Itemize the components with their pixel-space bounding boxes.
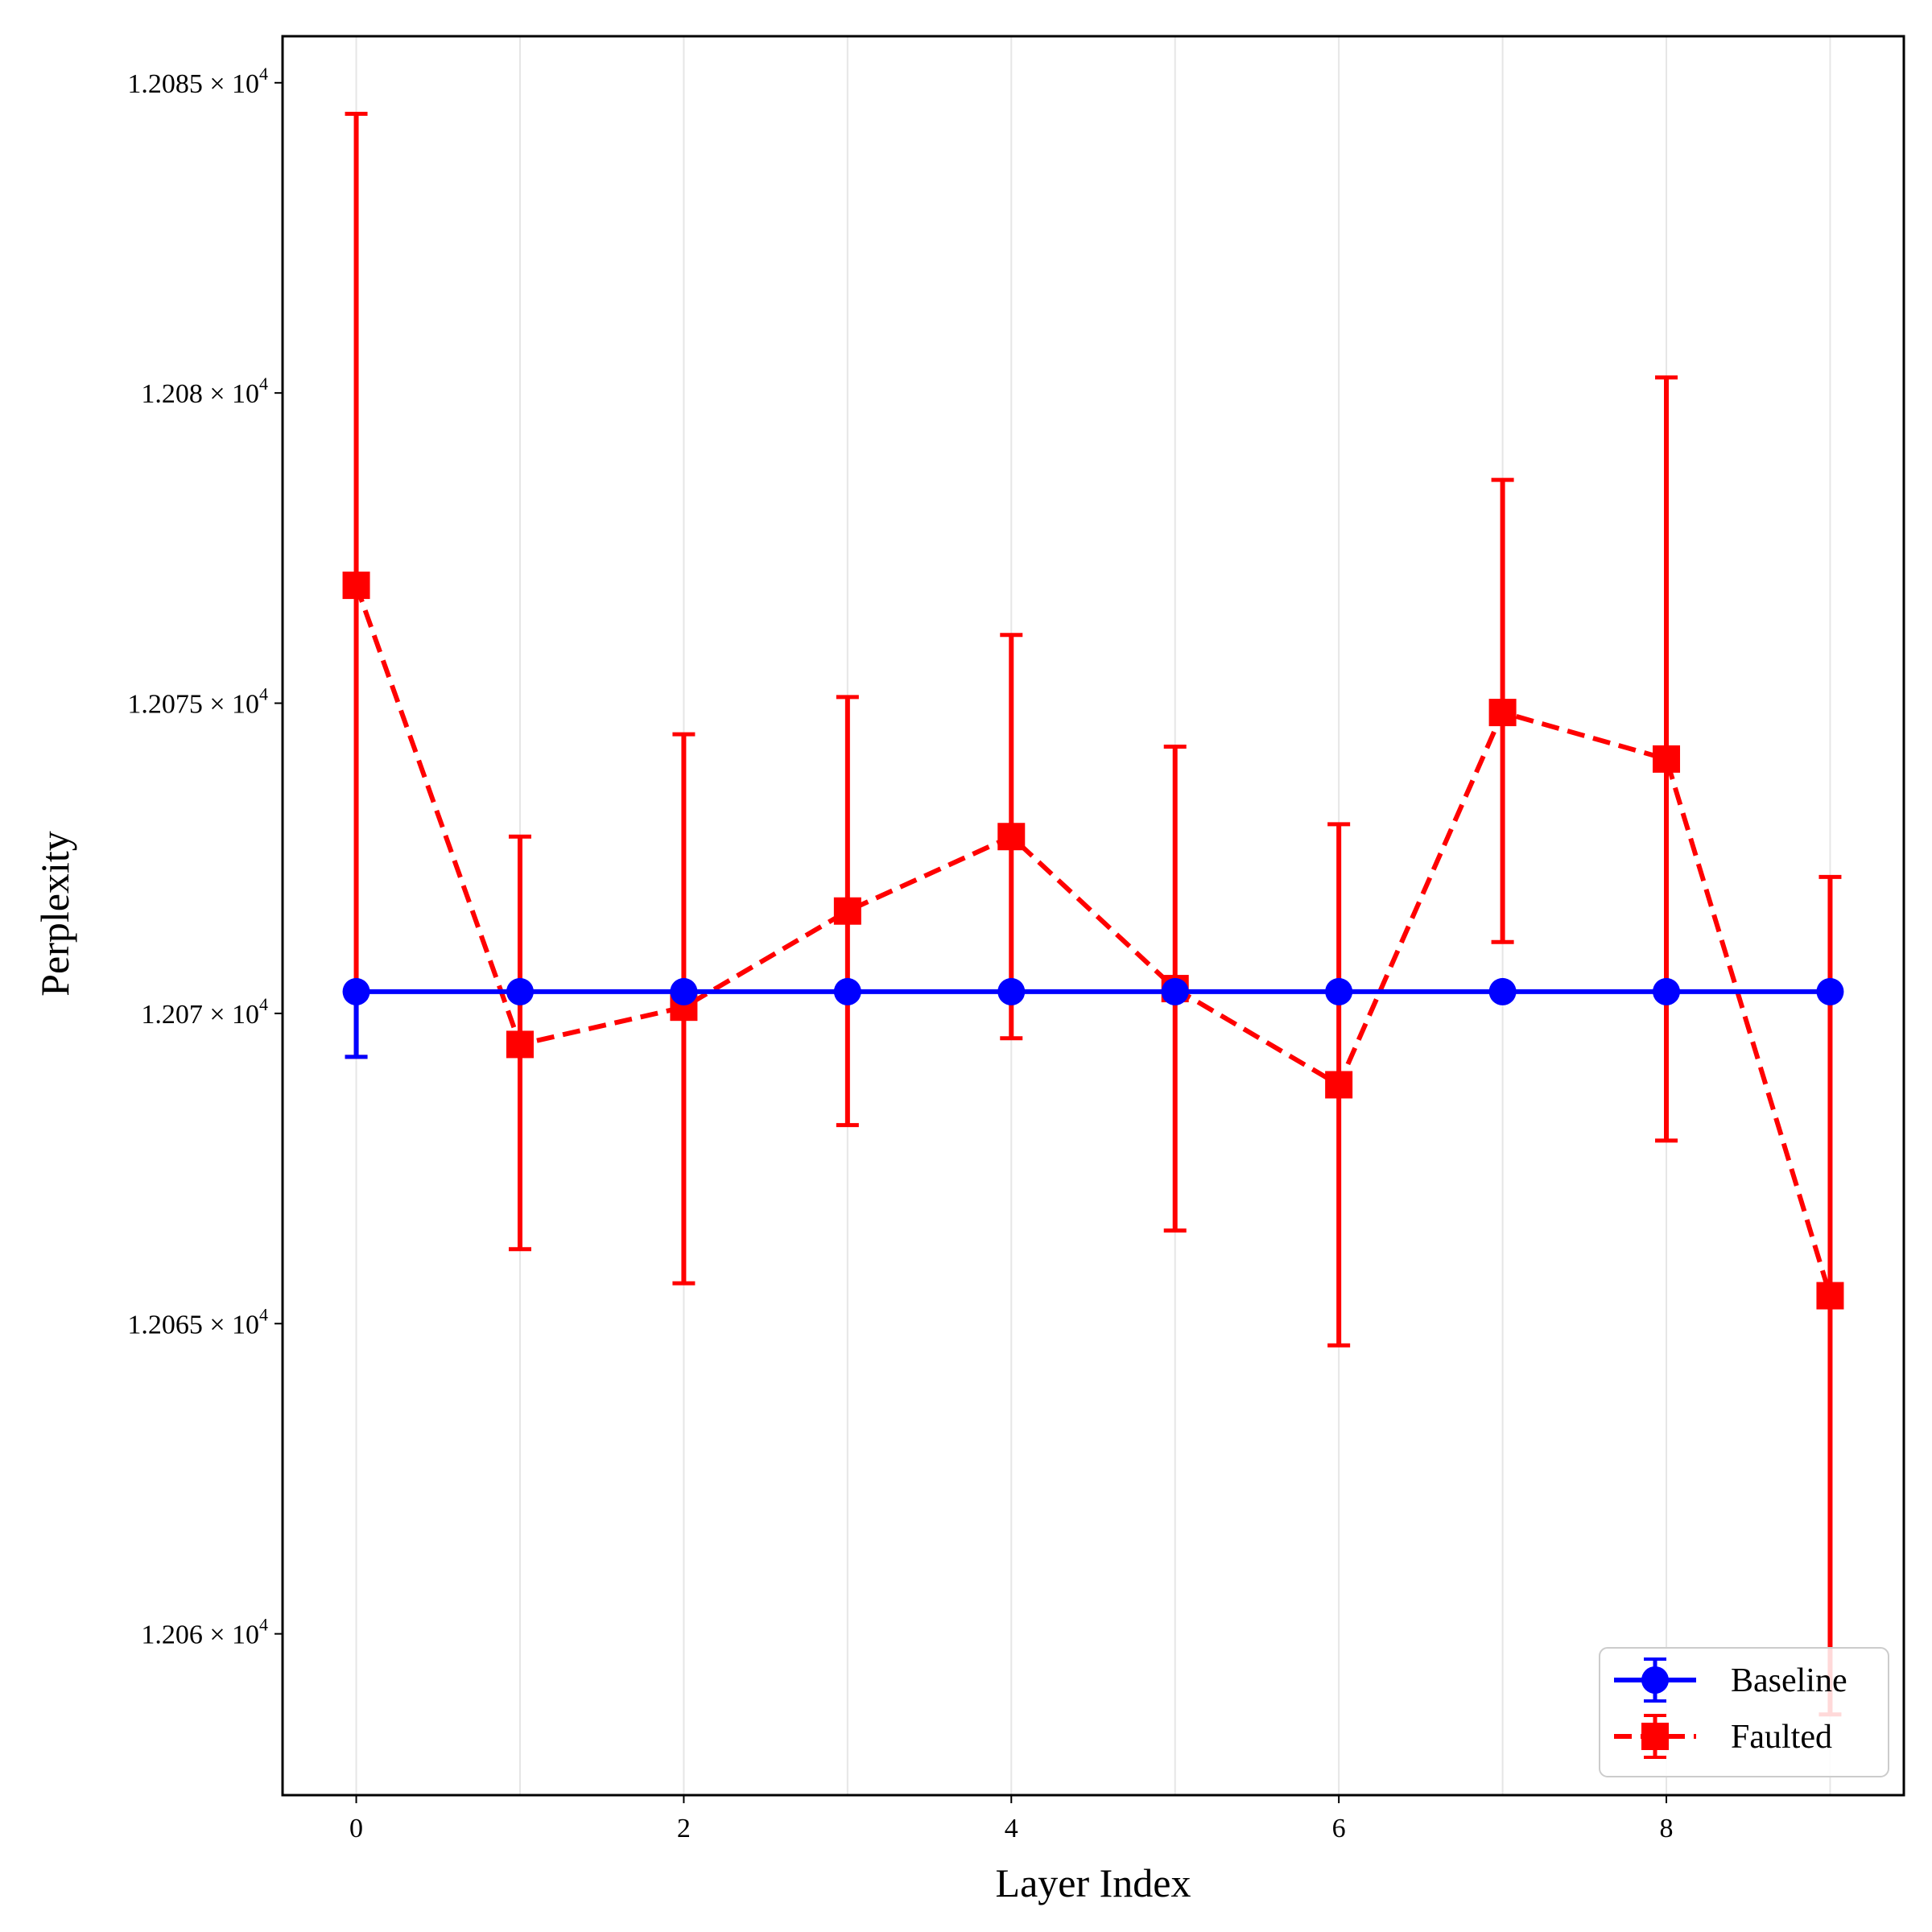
series-layer [342,111,1844,1717]
data-point [342,572,370,600]
x-tick-label: 2 [677,1814,691,1843]
x-axis: 0 2 4 6 8 [349,1795,1674,1843]
x-tick-label: 0 [349,1814,363,1843]
data-point [997,823,1026,851]
data-point [1816,1282,1844,1310]
x-tick-label: 6 [1332,1814,1346,1843]
data-point [1816,977,1844,1005]
y-tick-label: 1.2065 × 104 [127,1304,268,1340]
y-tick-label: 1.2075 × 104 [127,684,268,720]
data-point [833,977,861,1005]
legend-marker-baseline [1641,1666,1669,1694]
series-line [353,584,1833,1297]
data-point [1653,977,1681,1005]
y-axis-label: Perplexity [32,831,77,997]
data-point [1488,977,1517,1005]
legend-label-baseline: Baseline [1731,1662,1847,1699]
x-tick-label: 4 [1005,1814,1018,1843]
legend-label-faulted: Faulted [1731,1719,1832,1756]
data-point [506,977,534,1005]
series-baseline [342,977,1844,1059]
data-point [670,977,698,1005]
y-tick-label: 1.207 × 104 [141,994,268,1030]
legend: Baseline Faulted [1599,1647,1889,1777]
x-tick-label: 8 [1660,1814,1674,1843]
legend-marker-faulted [1641,1723,1669,1750]
plot-frame [281,35,1905,1797]
y-tick-label: 1.206 × 104 [141,1615,268,1650]
data-point [1488,699,1517,727]
data-point [506,1030,534,1059]
data-point [1161,977,1189,1005]
data-point [833,897,861,925]
y-tick-label: 1.208 × 104 [141,374,268,409]
x-axis-label: Layer Index [996,1860,1191,1905]
data-point [1325,1071,1353,1099]
data-point [342,977,370,1005]
y-axis: 1.206 × 104 1.2065 × 104 1.207 × 104 1.2075… [127,64,283,1650]
y-tick-label: 1.2085 × 104 [127,64,268,99]
plot-background [283,36,1904,1795]
data-point [1653,745,1681,773]
data-point [997,977,1026,1005]
data-point [1325,977,1353,1005]
